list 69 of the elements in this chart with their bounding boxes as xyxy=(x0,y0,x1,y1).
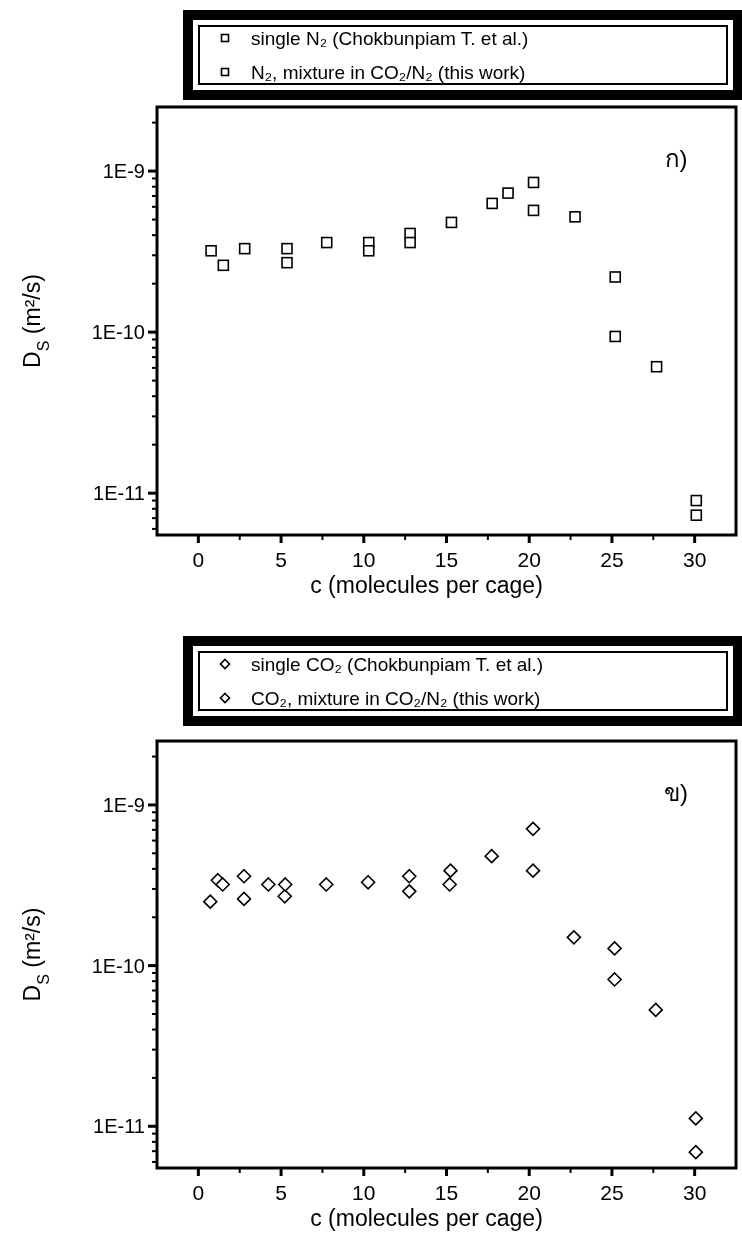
point xyxy=(486,197,498,210)
point xyxy=(217,259,230,272)
point xyxy=(277,889,293,904)
point xyxy=(281,242,293,255)
point xyxy=(404,236,416,249)
point xyxy=(318,877,334,892)
point xyxy=(445,216,458,229)
point xyxy=(648,1002,664,1018)
point xyxy=(690,509,703,521)
point xyxy=(688,1111,704,1126)
y-tick-label: 1E-10 xyxy=(91,321,145,344)
y-tick-label: 1E-9 xyxy=(102,160,145,183)
point xyxy=(566,930,582,945)
x-tick-label: 10 xyxy=(352,1181,376,1204)
x-tick-label: 10 xyxy=(352,548,376,571)
point xyxy=(442,877,457,892)
y-tick-label: 1E-10 xyxy=(91,954,145,977)
point xyxy=(236,891,252,907)
x-tick-label: 15 xyxy=(434,548,459,571)
point xyxy=(525,863,541,878)
point xyxy=(484,848,499,864)
legend-label: single CO₂ (Chokbunpiam T. et al.) xyxy=(251,654,544,675)
point xyxy=(609,330,622,343)
legend-label: N₂, mixture in CO₂/N₂ (this work) xyxy=(251,62,526,83)
x-tick-label: 5 xyxy=(275,1181,287,1204)
annotation: ข) xyxy=(664,779,688,806)
point xyxy=(281,256,293,269)
x-axis-title: c (molecules per cage) xyxy=(310,572,543,598)
point xyxy=(360,875,376,890)
x-tick-label: 0 xyxy=(192,1181,205,1204)
y-tick-label: 1E-11 xyxy=(93,482,145,505)
point xyxy=(202,894,218,909)
legend-label: CO₂, mixture in CO₂/N₂ (this work) xyxy=(251,688,541,709)
annotation: ก) xyxy=(664,145,688,172)
x-tick-label: 0 xyxy=(192,548,205,571)
point xyxy=(690,494,703,507)
point xyxy=(277,877,293,892)
x-tick-label: 20 xyxy=(517,548,541,571)
point xyxy=(527,176,540,189)
x-tick-label: 15 xyxy=(434,1181,459,1204)
point xyxy=(607,972,622,987)
point xyxy=(502,187,514,199)
y-tick-label: 1E-9 xyxy=(102,793,145,816)
point xyxy=(215,877,230,892)
point xyxy=(236,868,252,884)
point xyxy=(650,360,663,373)
legend-label: single N₂ (Chokbunpiam T. et al.) xyxy=(251,28,529,49)
point xyxy=(205,244,217,257)
point xyxy=(443,863,458,878)
point xyxy=(527,204,540,217)
point xyxy=(238,242,251,255)
x-tick-label: 30 xyxy=(682,548,707,571)
point xyxy=(525,821,541,837)
point xyxy=(362,244,375,257)
point xyxy=(609,271,622,283)
x-tick-label: 25 xyxy=(600,548,624,571)
x-tick-label: 25 xyxy=(600,1181,624,1204)
y-tick-label: 1E-11 xyxy=(93,1115,145,1138)
point xyxy=(261,877,276,892)
x-axis-title: c (molecules per cage) xyxy=(310,1205,543,1231)
point xyxy=(688,1144,704,1160)
x-tick-label: 30 xyxy=(682,1181,707,1204)
point xyxy=(401,884,417,899)
point xyxy=(320,236,333,249)
point xyxy=(569,211,581,223)
point xyxy=(401,868,417,884)
x-tick-label: 5 xyxy=(275,548,287,571)
point xyxy=(607,941,622,956)
x-tick-label: 20 xyxy=(517,1181,541,1204)
